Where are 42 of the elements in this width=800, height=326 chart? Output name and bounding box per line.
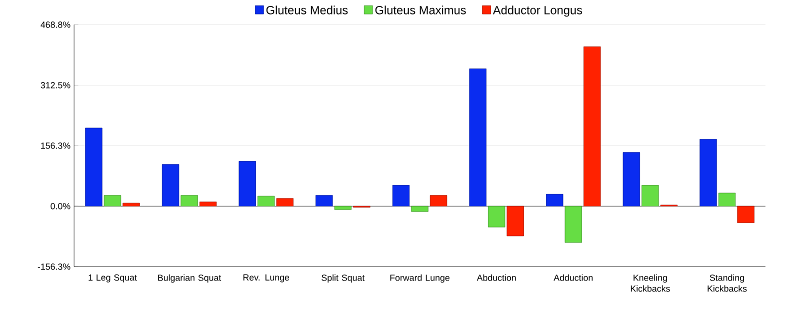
- bar: [411, 206, 428, 212]
- x-tick-label: Abduction: [476, 274, 516, 281]
- bar: [430, 195, 448, 206]
- bar: [276, 198, 294, 206]
- bar: [700, 139, 717, 206]
- bar: [642, 185, 659, 206]
- x-tick-label: Rev. Lunge: [243, 274, 290, 282]
- bar: [238, 161, 256, 206]
- x-tick-label: Kneeling Kickbacks: [630, 274, 670, 292]
- bar: [546, 194, 564, 206]
- x-tick-label: Adduction: [554, 274, 593, 281]
- bar: [392, 185, 410, 206]
- bar: [718, 192, 736, 206]
- legend-label: Gluteus Medius: [266, 6, 348, 14]
- bar: [737, 206, 754, 224]
- x-tick-label: Split Squat: [322, 274, 365, 283]
- y-tick-label: 312.5%: [40, 82, 70, 88]
- y-tick-label: 0.0%: [50, 203, 70, 210]
- bar: [622, 152, 640, 206]
- bar: [199, 202, 217, 206]
- bar: [488, 206, 506, 228]
- legend-label: Adductor Longus: [492, 6, 582, 17]
- bar: [104, 195, 122, 206]
- y-tick-label: -156.3%: [38, 264, 70, 270]
- bar: [334, 206, 352, 210]
- bar: [122, 202, 140, 206]
- x-tick-label: Bulgarian Squat: [158, 274, 222, 283]
- x-tick-label: 1 Leg Squat: [88, 274, 137, 282]
- y-tick-label: 156.3%: [41, 142, 70, 149]
- bar: [584, 46, 601, 206]
- legend-label: Gluteus Maximus: [375, 6, 466, 14]
- bar: [162, 164, 180, 206]
- x-tick-label: Standing Kickbacks: [708, 274, 747, 292]
- bar: [180, 195, 198, 206]
- bar: [258, 196, 275, 206]
- bar: [469, 68, 486, 206]
- bar: [564, 206, 582, 243]
- bar: [316, 195, 333, 206]
- y-tick-label: 468.8%: [40, 22, 70, 28]
- bar: [506, 206, 524, 236]
- bar: [85, 128, 102, 206]
- x-tick-label: Forward Lunge: [390, 274, 450, 283]
